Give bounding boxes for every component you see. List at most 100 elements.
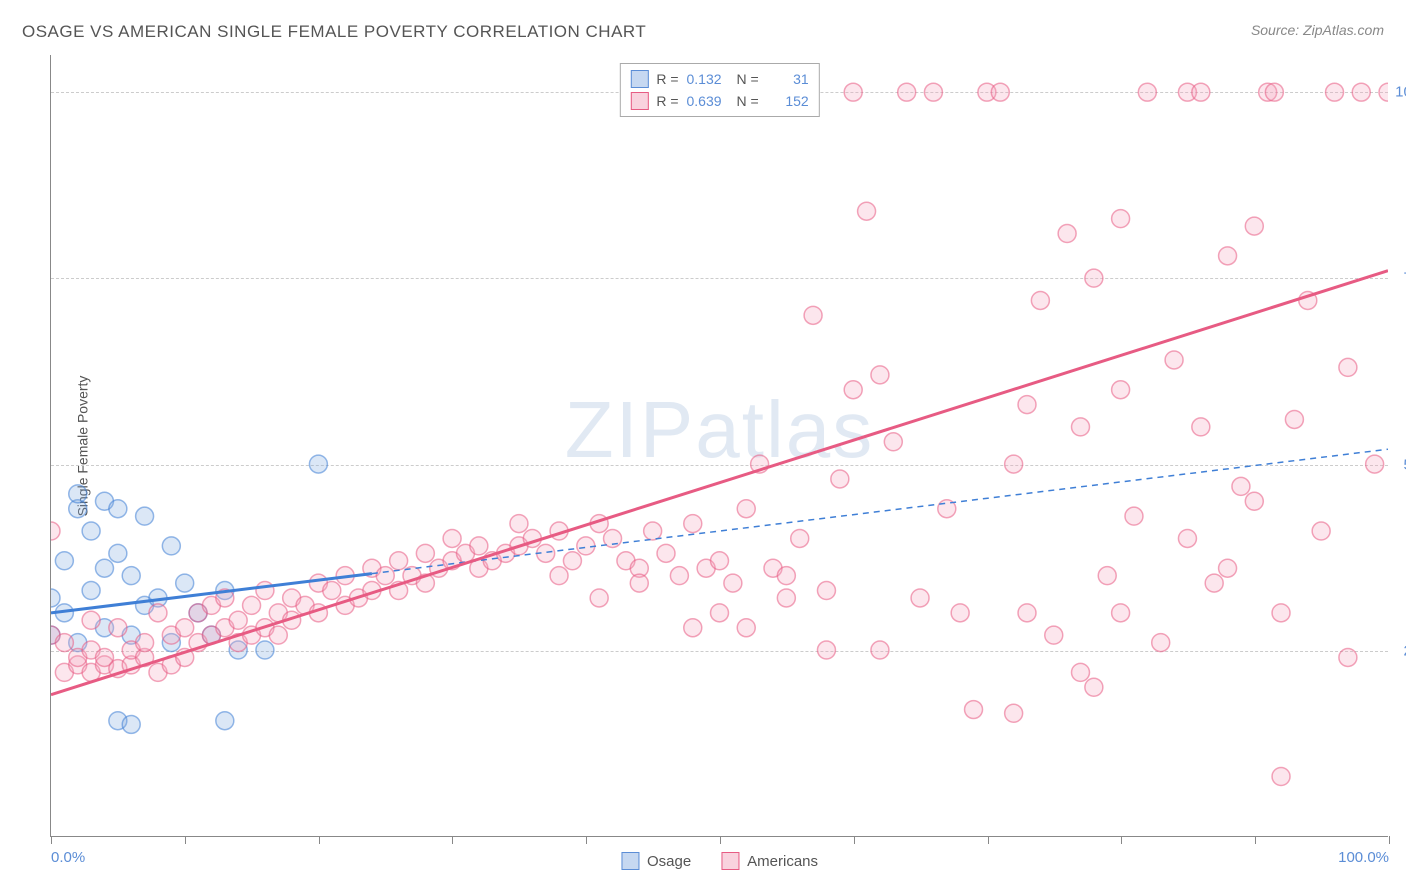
data-point bbox=[1031, 291, 1049, 309]
data-point bbox=[657, 544, 675, 562]
data-point bbox=[965, 701, 983, 719]
data-point bbox=[95, 559, 113, 577]
legend-r-label: R = bbox=[656, 71, 678, 87]
data-point bbox=[1165, 351, 1183, 369]
x-tick bbox=[988, 836, 989, 844]
data-point bbox=[911, 589, 929, 607]
data-point bbox=[1219, 559, 1237, 577]
legend-item: Americans bbox=[721, 852, 818, 870]
data-point bbox=[1112, 381, 1130, 399]
data-point bbox=[737, 619, 755, 637]
x-tick bbox=[185, 836, 186, 844]
data-point bbox=[858, 202, 876, 220]
data-point bbox=[1085, 678, 1103, 696]
data-point bbox=[1192, 418, 1210, 436]
legend-item: Osage bbox=[621, 852, 691, 870]
legend-r-label: R = bbox=[656, 93, 678, 109]
data-point bbox=[1071, 663, 1089, 681]
y-tick-label: 100.0% bbox=[1395, 84, 1406, 101]
chart-title: OSAGE VS AMERICAN SINGLE FEMALE POVERTY … bbox=[22, 22, 646, 42]
legend-n-label: N = bbox=[737, 71, 759, 87]
data-point bbox=[804, 306, 822, 324]
data-point bbox=[256, 582, 274, 600]
data-point bbox=[1192, 83, 1210, 101]
source-credit: Source: ZipAtlas.com bbox=[1251, 22, 1384, 38]
data-point bbox=[590, 589, 608, 607]
legend-r-value: 0.639 bbox=[687, 93, 729, 109]
data-point bbox=[51, 522, 60, 540]
data-point bbox=[1219, 247, 1237, 265]
data-point bbox=[176, 574, 194, 592]
legend-correlation: R =0.132N =31R =0.639N =152 bbox=[619, 63, 819, 117]
data-point bbox=[82, 582, 100, 600]
data-point bbox=[162, 537, 180, 555]
data-point bbox=[831, 470, 849, 488]
data-point bbox=[1339, 358, 1357, 376]
data-point bbox=[1245, 492, 1263, 510]
data-point bbox=[69, 485, 87, 503]
data-point bbox=[1125, 507, 1143, 525]
data-point bbox=[1379, 83, 1388, 101]
x-tick bbox=[452, 836, 453, 844]
data-point bbox=[1018, 396, 1036, 414]
legend-row: R =0.639N =152 bbox=[630, 90, 808, 112]
x-tick bbox=[720, 836, 721, 844]
data-point bbox=[1272, 604, 1290, 622]
data-point bbox=[844, 381, 862, 399]
legend-swatch bbox=[621, 852, 639, 870]
x-tick bbox=[1255, 836, 1256, 844]
data-point bbox=[1058, 225, 1076, 243]
data-point bbox=[1005, 455, 1023, 473]
data-point bbox=[817, 582, 835, 600]
data-point bbox=[711, 552, 729, 570]
data-point bbox=[1071, 418, 1089, 436]
data-point bbox=[684, 515, 702, 533]
data-point bbox=[777, 567, 795, 585]
data-point bbox=[1018, 604, 1036, 622]
legend-swatch bbox=[630, 92, 648, 110]
data-point bbox=[1112, 604, 1130, 622]
data-point bbox=[844, 83, 862, 101]
data-point bbox=[791, 529, 809, 547]
data-point bbox=[376, 567, 394, 585]
data-point bbox=[256, 641, 274, 659]
legend-n-label: N = bbox=[737, 93, 759, 109]
data-point bbox=[136, 507, 154, 525]
data-point bbox=[109, 500, 127, 518]
x-tick bbox=[586, 836, 587, 844]
data-point bbox=[871, 366, 889, 384]
data-point bbox=[684, 619, 702, 637]
data-point bbox=[109, 619, 127, 637]
data-point bbox=[1205, 574, 1223, 592]
data-point bbox=[924, 83, 942, 101]
data-point bbox=[644, 522, 662, 540]
data-point bbox=[229, 611, 247, 629]
x-tick bbox=[319, 836, 320, 844]
data-point bbox=[149, 604, 167, 622]
data-point bbox=[898, 83, 916, 101]
x-tick bbox=[51, 836, 52, 844]
trend-line bbox=[51, 271, 1388, 695]
data-point bbox=[1352, 83, 1370, 101]
data-point bbox=[1098, 567, 1116, 585]
legend-swatch bbox=[630, 70, 648, 88]
legend-label: Americans bbox=[747, 853, 818, 870]
data-point bbox=[243, 596, 261, 614]
data-point bbox=[1138, 83, 1156, 101]
data-point bbox=[1245, 217, 1263, 235]
x-tick-label: 0.0% bbox=[51, 849, 85, 866]
data-point bbox=[323, 582, 341, 600]
data-point bbox=[817, 641, 835, 659]
data-point bbox=[1339, 648, 1357, 666]
data-point bbox=[122, 715, 140, 733]
trend-line-extrapolated bbox=[372, 449, 1388, 573]
data-point bbox=[884, 433, 902, 451]
data-point bbox=[1232, 477, 1250, 495]
data-point bbox=[443, 529, 461, 547]
data-point bbox=[176, 619, 194, 637]
data-point bbox=[724, 574, 742, 592]
legend-r-value: 0.132 bbox=[687, 71, 729, 87]
data-point bbox=[1045, 626, 1063, 644]
data-point bbox=[777, 589, 795, 607]
correlation-chart: OSAGE VS AMERICAN SINGLE FEMALE POVERTY … bbox=[0, 0, 1406, 892]
